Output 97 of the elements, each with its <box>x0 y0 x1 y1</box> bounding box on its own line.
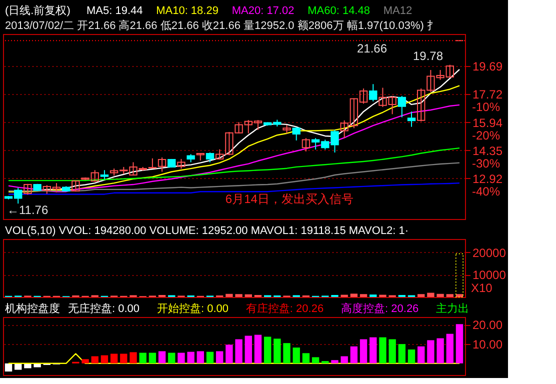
y-tick-label: 20000 <box>472 246 506 260</box>
bar <box>244 336 252 364</box>
text: 有庄控盘: 20.26 <box>246 302 324 315</box>
bar <box>91 356 98 364</box>
line-series <box>8 147 460 182</box>
bar <box>139 352 146 364</box>
bar <box>168 352 176 364</box>
y2-tick-label: -40% <box>472 184 500 199</box>
candlestick <box>100 170 109 180</box>
chart-title: (日线.前复权) <box>5 4 70 17</box>
candlestick <box>24 183 32 196</box>
bar <box>226 294 233 297</box>
bar <box>398 344 406 364</box>
bar <box>226 344 233 364</box>
bar <box>436 294 444 297</box>
candlestick <box>302 138 310 152</box>
text: MA5: 19.44 <box>86 5 143 17</box>
bar <box>446 294 454 297</box>
ref-line-label: 21.66 <box>356 42 388 56</box>
bar <box>14 363 22 370</box>
chart-title: VOL(5,10) VVOL: 194280.00 VOLUME: 12952.00 MAVOL1: 19118.15 MAVOL2: 1· <box>5 225 409 237</box>
y-tick-label: 19.69 <box>472 60 503 74</box>
chart-title: 机构控盘度 <box>5 302 60 315</box>
bar <box>388 339 396 364</box>
line-series <box>8 104 460 192</box>
candlestick <box>292 126 300 141</box>
bar <box>283 343 290 364</box>
bar <box>340 356 348 364</box>
candlestick <box>369 84 378 102</box>
y-tick-label: 14.35 <box>472 144 503 158</box>
bar <box>100 355 108 364</box>
candlestick <box>407 111 416 128</box>
text: 开始控盘: 0.00 <box>156 303 228 315</box>
text: 高度控盘: 20.26 <box>341 302 419 315</box>
bar <box>360 339 368 364</box>
bar <box>158 351 166 364</box>
bar <box>350 294 358 297</box>
bar <box>187 352 194 364</box>
bar <box>350 346 358 364</box>
bar <box>110 354 118 364</box>
text: 2013/07/02/二 开21.66 高21.66 低21.66 收21.66 量12952.0 额2806万 幅1.97(10.03%) 扌 <box>5 19 438 32</box>
y-tick-label: 20.00 <box>472 318 503 332</box>
y2-tick-label: -30% <box>472 156 500 170</box>
text: 无庄控盘: 0.00 <box>68 302 140 315</box>
bar <box>4 363 12 372</box>
bar <box>436 338 444 364</box>
bar <box>82 359 89 364</box>
y2-tick-label: -10% <box>472 100 500 114</box>
bar <box>427 292 434 297</box>
bar <box>148 352 156 364</box>
candlestick <box>206 152 214 163</box>
bar <box>379 337 386 364</box>
annotation: ←11.76 <box>7 203 48 217</box>
bar <box>130 352 137 364</box>
candlestick <box>158 156 166 172</box>
y-tick-label: 17.72 <box>472 88 503 102</box>
bar <box>446 334 454 364</box>
text: MA12 <box>383 5 412 17</box>
bar <box>264 336 272 364</box>
text: 主力出 <box>436 302 470 315</box>
text: MA60: 14.48 <box>308 5 370 17</box>
bar <box>235 339 242 364</box>
bar <box>244 294 252 297</box>
bar <box>206 352 214 364</box>
y-tick-label: 12.92 <box>472 172 503 186</box>
bar <box>370 337 377 364</box>
y-tick-label: 15.94 <box>472 116 503 130</box>
y2-tick-label: -20% <box>472 128 500 142</box>
bar <box>360 294 368 297</box>
annotation: 6月14日，发出买入信号 <box>225 192 354 206</box>
bar <box>178 352 185 364</box>
bar <box>235 294 242 297</box>
bar <box>274 338 281 364</box>
bar <box>455 253 464 298</box>
text: MA20: 17.02 <box>232 5 294 17</box>
bar <box>408 349 416 364</box>
bar <box>196 351 204 364</box>
bar <box>427 340 434 364</box>
candlestick <box>177 158 186 170</box>
bar <box>418 294 425 297</box>
bar <box>312 357 320 364</box>
bar <box>456 324 464 364</box>
text: MA10: 18.29 <box>156 5 218 17</box>
bar <box>302 353 310 364</box>
bar <box>216 351 224 364</box>
candlestick <box>72 180 80 192</box>
y-tick-label: 10000 <box>472 268 506 282</box>
candlestick <box>398 95 406 118</box>
bar <box>292 348 300 364</box>
bar <box>418 346 425 364</box>
bar <box>254 334 262 364</box>
bar <box>331 360 338 364</box>
bar <box>456 294 464 297</box>
y-tick-label: 10.00 <box>472 338 503 352</box>
annotation: 19.78 <box>412 49 444 64</box>
text: X10 <box>471 281 493 295</box>
bar <box>120 354 128 364</box>
